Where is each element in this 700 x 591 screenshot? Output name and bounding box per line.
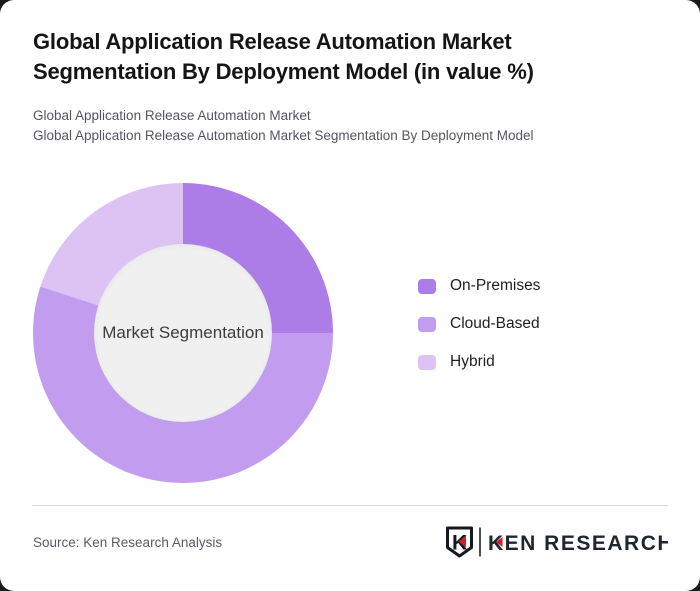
legend-label-hybrid: Hybrid [450, 353, 495, 370]
logo-text: KEN RESEARCH [488, 532, 668, 555]
donut-hole: Market Segmentation [94, 244, 272, 422]
footer: Source: Ken Research Analysis K KEN RESE… [33, 522, 668, 562]
donut-chart: Market Segmentation [33, 183, 333, 483]
legend-swatch-cloud-based [418, 316, 436, 332]
page-title: Global Application Release Automation Ma… [33, 29, 534, 84]
legend-item-cloud-based: Cloud-Based [418, 315, 540, 332]
ken-research-logo: K KEN RESEARCH [444, 526, 668, 558]
svg-text:K: K [452, 532, 467, 555]
logo-badge-red-triangle [458, 535, 466, 548]
logo-wordmark: KEN RESEARCH [488, 532, 668, 555]
subtitle-line-2: Global Application Release Automation Ma… [33, 128, 534, 143]
logo-separator [479, 527, 481, 557]
legend-swatch-hybrid [418, 354, 436, 370]
legend-item-on-premises: On-Premises [418, 277, 541, 294]
logo-wordmark-red-triangle [496, 537, 503, 547]
source-text: Source: Ken Research Analysis [33, 534, 223, 550]
subtitle-line-1: Global Application Release Automation Ma… [33, 108, 311, 123]
donut-center-label: Market Segmentation [102, 323, 264, 342]
legend-label-on-premises: On-Premises [450, 277, 541, 294]
legend-label-cloud-based: Cloud-Based [450, 315, 540, 332]
subtitle-block: Global Application Release Automation Ma… [33, 109, 673, 149]
footer-divider [32, 505, 668, 506]
chart-legend: On-Premises Cloud-Based Hybrid [418, 277, 541, 392]
logo-k-badge-icon: K [446, 526, 473, 558]
legend-item-hybrid: Hybrid [418, 353, 540, 370]
legend-swatch-on-premises [418, 278, 436, 294]
